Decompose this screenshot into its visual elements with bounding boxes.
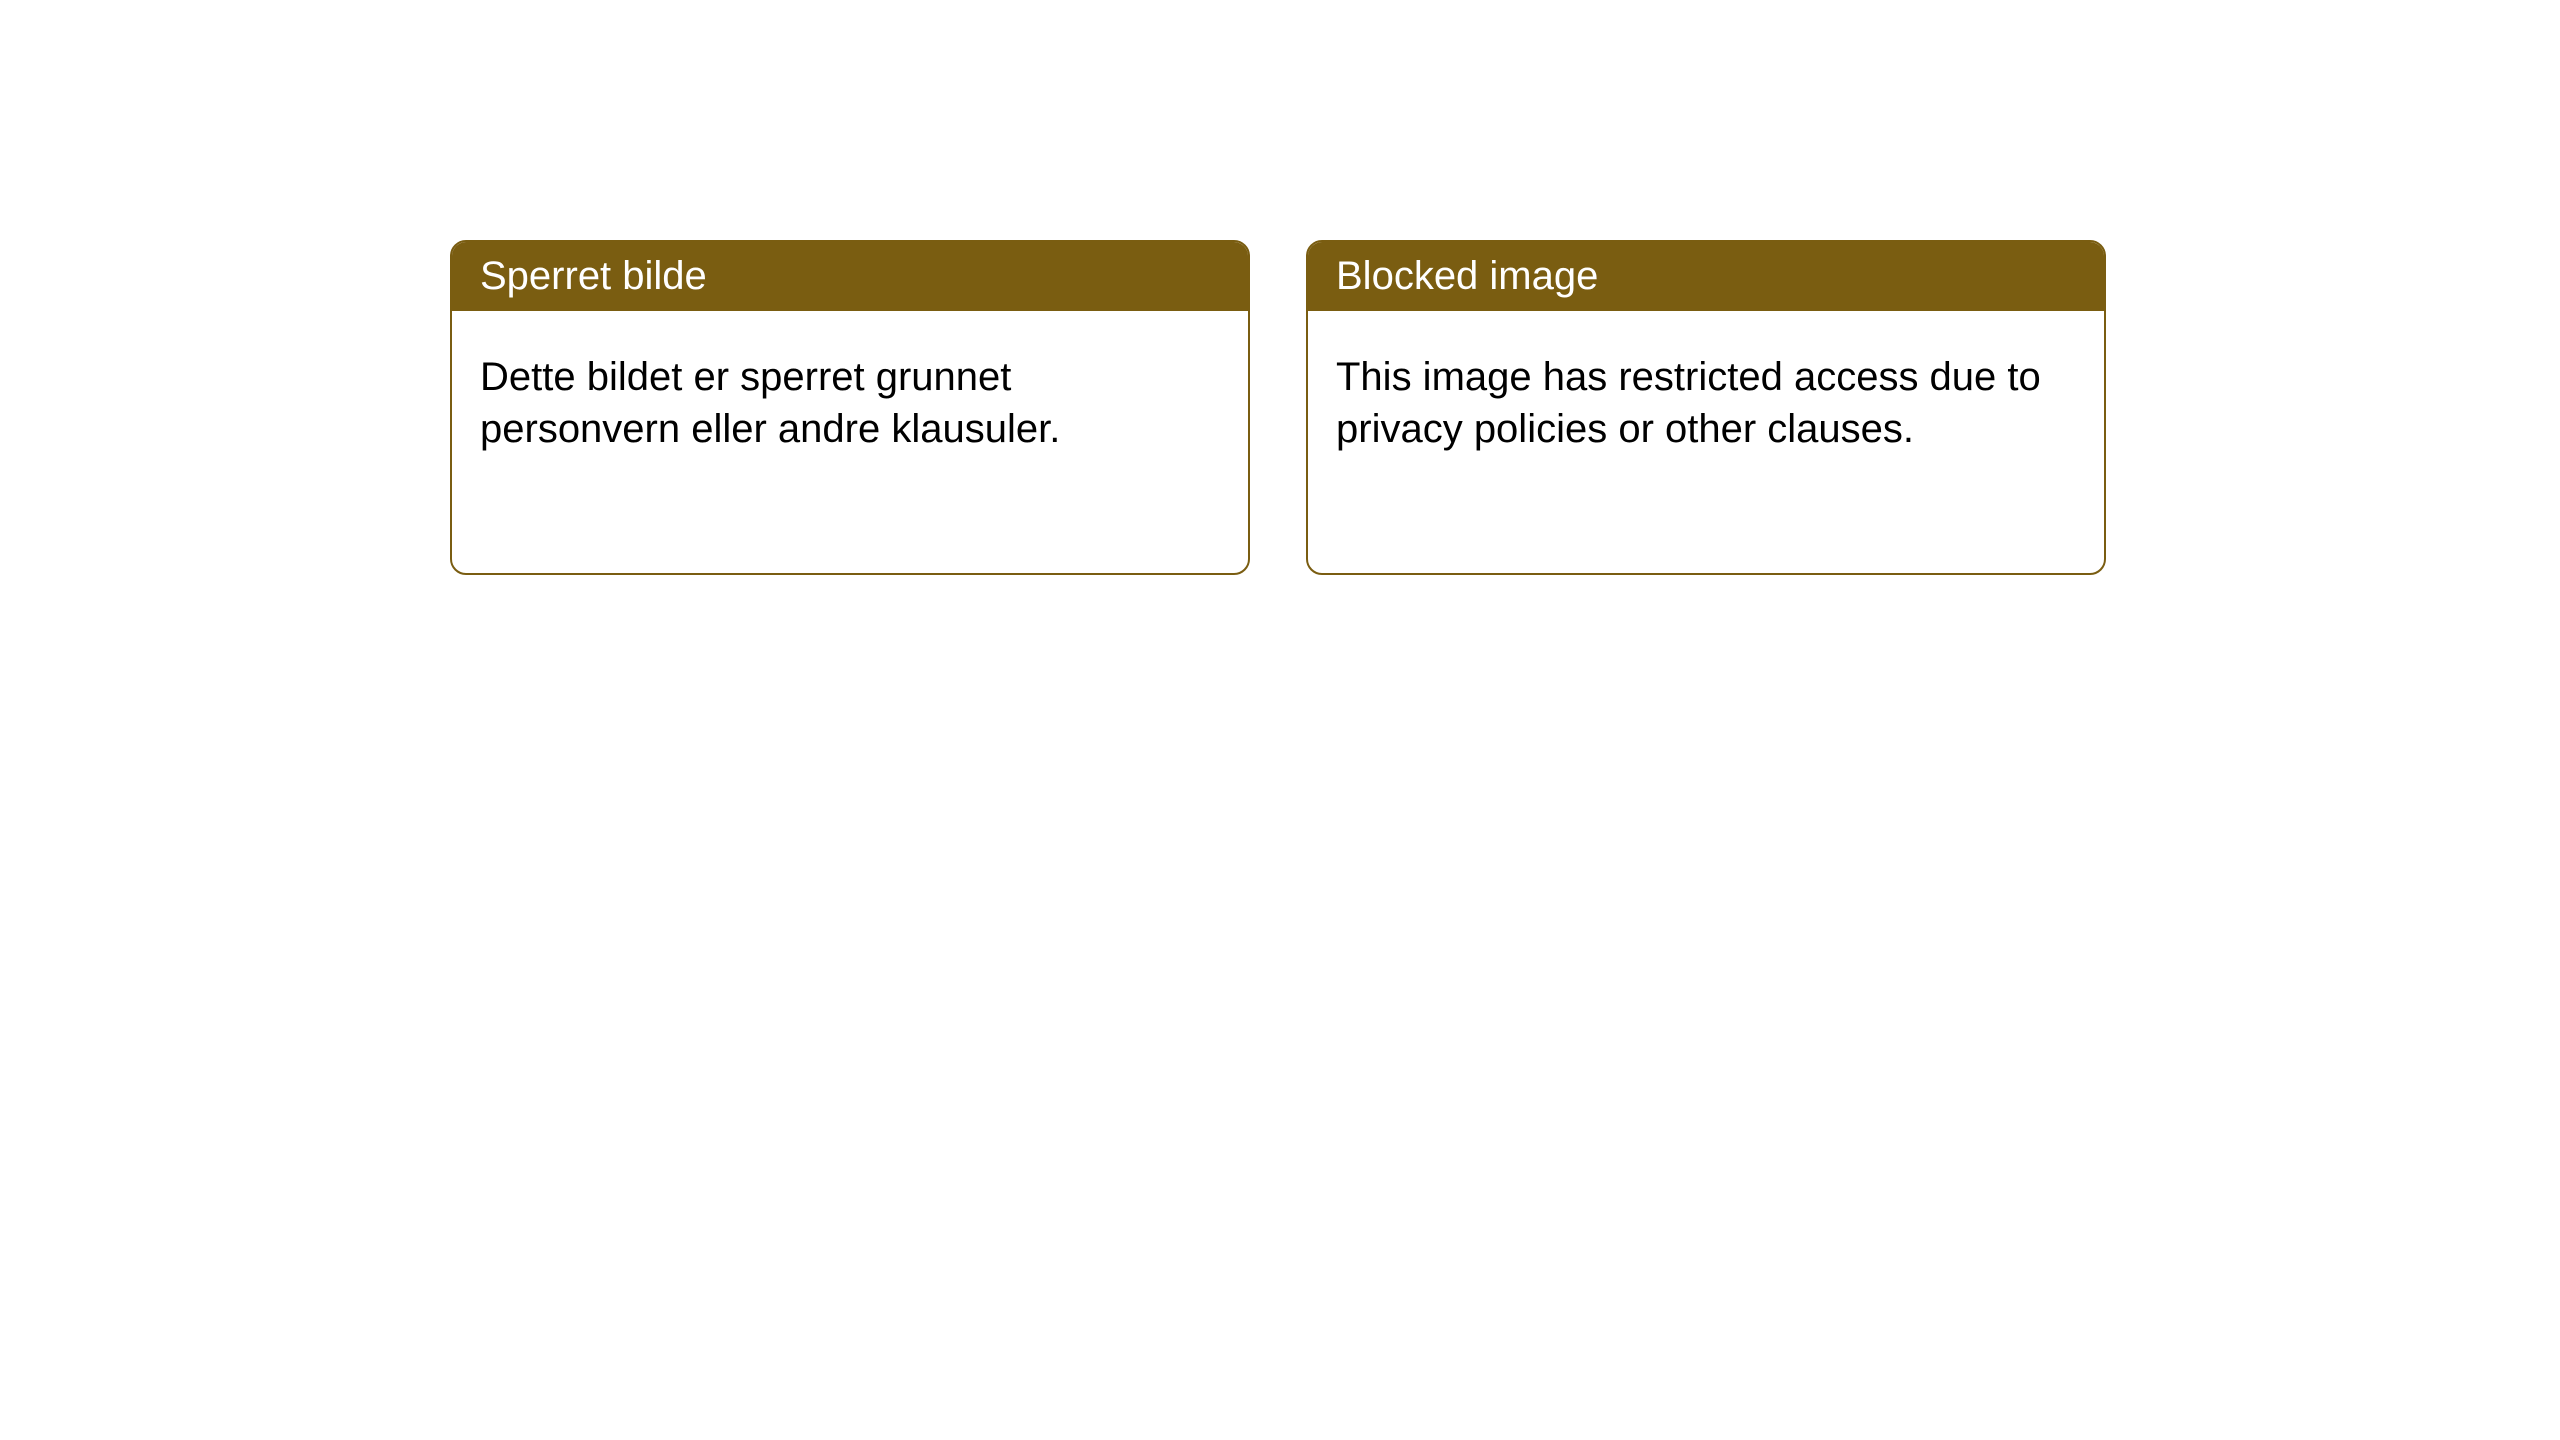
card-body: This image has restricted access due to … [1308, 311, 2104, 495]
card-title: Blocked image [1336, 254, 1598, 298]
cards-container: Sperret bilde Dette bildet er sperret gr… [0, 0, 2560, 575]
card-header: Sperret bilde [452, 242, 1248, 311]
card-body-text: Dette bildet er sperret grunnet personve… [480, 355, 1060, 451]
card-title: Sperret bilde [480, 254, 707, 298]
card-header: Blocked image [1308, 242, 2104, 311]
card-body: Dette bildet er sperret grunnet personve… [452, 311, 1248, 495]
blocked-image-card-no: Sperret bilde Dette bildet er sperret gr… [450, 240, 1250, 575]
card-body-text: This image has restricted access due to … [1336, 355, 2041, 451]
blocked-image-card-en: Blocked image This image has restricted … [1306, 240, 2106, 575]
